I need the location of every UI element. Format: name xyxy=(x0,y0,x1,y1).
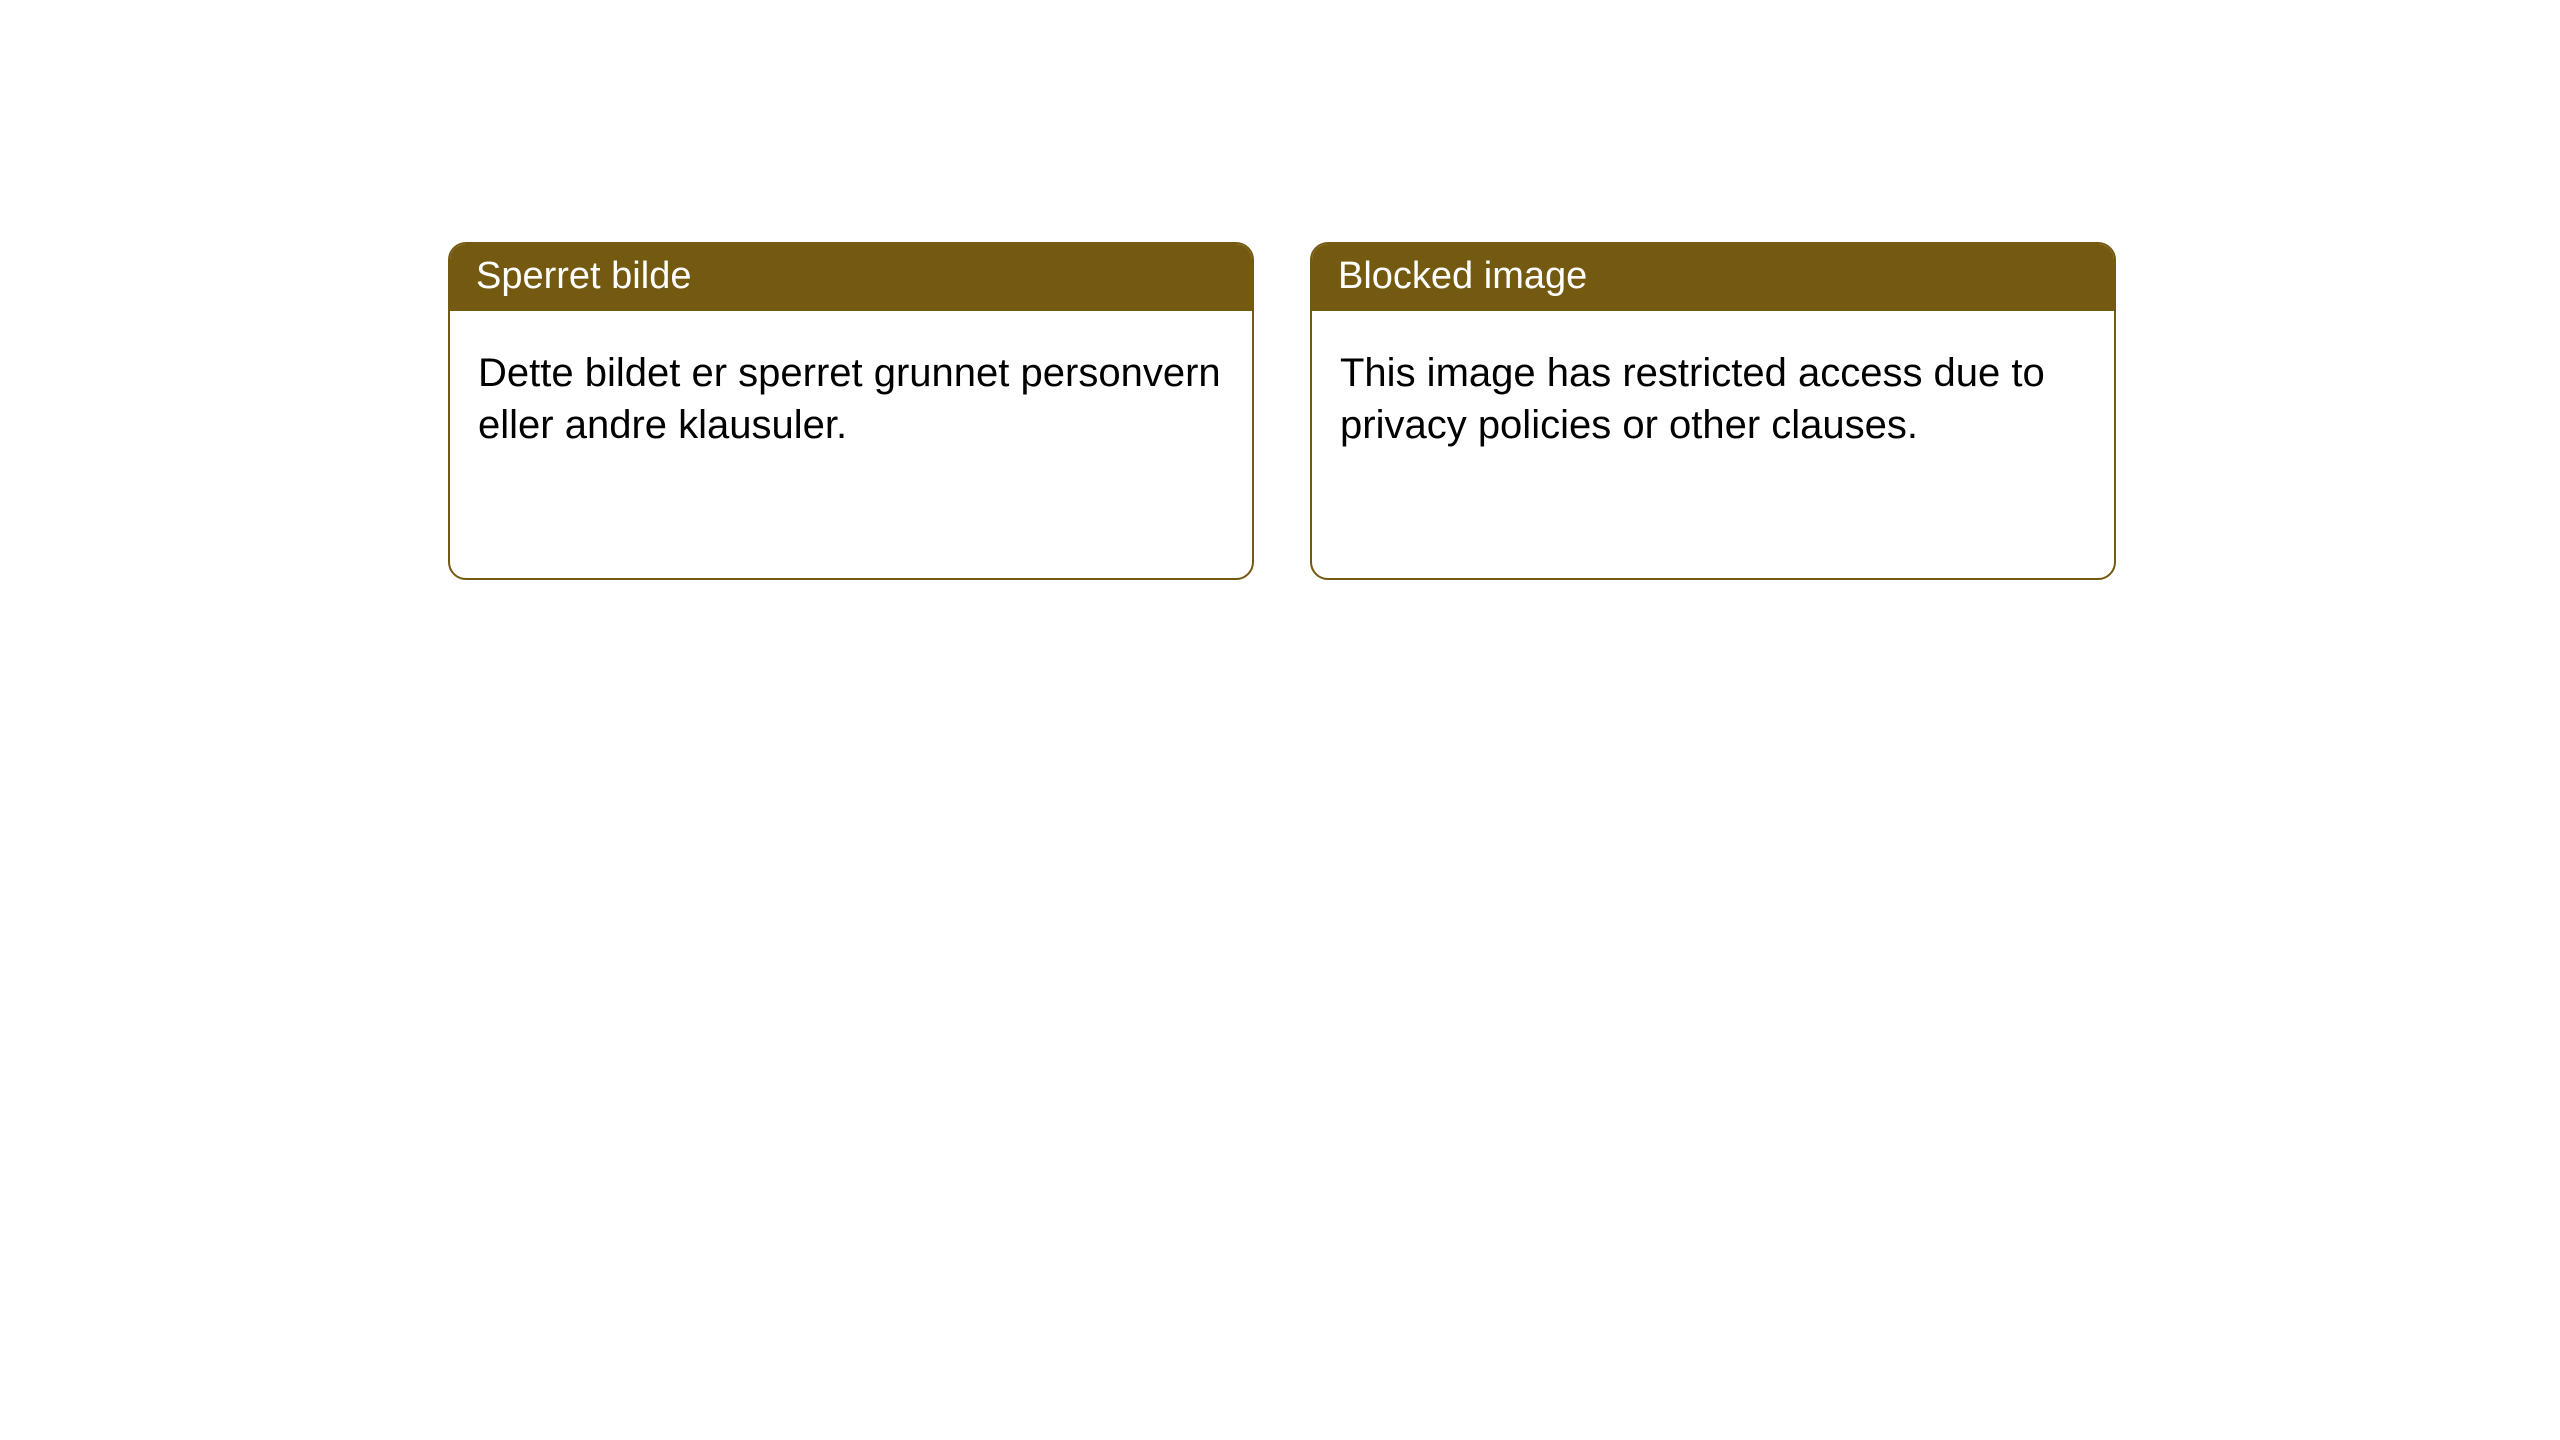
notice-card-english: Blocked image This image has restricted … xyxy=(1310,242,2116,580)
card-body-text: This image has restricted access due to … xyxy=(1340,351,2045,447)
card-title: Blocked image xyxy=(1338,255,1587,297)
card-body: This image has restricted access due to … xyxy=(1312,311,2114,471)
card-title: Sperret bilde xyxy=(476,255,691,297)
card-header: Blocked image xyxy=(1312,244,2114,311)
notice-container: Sperret bilde Dette bildet er sperret gr… xyxy=(0,0,2560,580)
card-body: Dette bildet er sperret grunnet personve… xyxy=(450,311,1252,471)
card-header: Sperret bilde xyxy=(450,244,1252,311)
card-body-text: Dette bildet er sperret grunnet personve… xyxy=(478,351,1221,447)
notice-card-norwegian: Sperret bilde Dette bildet er sperret gr… xyxy=(448,242,1254,580)
